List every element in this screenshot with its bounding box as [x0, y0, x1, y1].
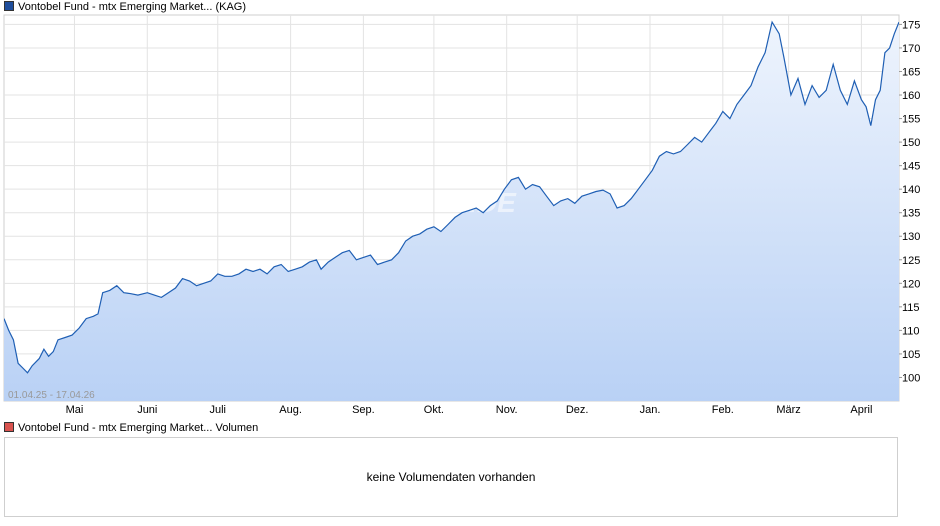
x-tick-label: Nov. — [496, 404, 518, 416]
x-tick-label: Feb. — [712, 404, 734, 416]
x-tick-label: Juni — [137, 404, 157, 416]
x-tick-label: Aug. — [279, 404, 302, 416]
x-tick-label: Dez. — [566, 404, 589, 416]
x-tick-label: Jan. — [640, 404, 661, 416]
y-tick-label: 145 — [902, 161, 920, 173]
y-tick-label: 165 — [902, 66, 920, 78]
y-tick-label: 140 — [902, 184, 920, 196]
y-tick-label: 175 — [902, 19, 920, 31]
volume-legend-swatch — [4, 422, 14, 433]
y-tick-label: 170 — [902, 43, 920, 55]
price-area-fill — [4, 22, 899, 401]
x-tick-label: Mai — [66, 404, 84, 416]
y-tick-label: 125 — [902, 255, 920, 267]
price-legend-swatch — [4, 1, 14, 12]
no-volume-message: keine Volumendaten vorhanden — [366, 470, 536, 484]
x-tick-label: März — [776, 404, 800, 416]
date-range-label: 01.04.25 - 17.04.26 — [8, 390, 95, 401]
watermark-text: ARIVA.DE — [383, 187, 517, 218]
y-tick-label: 100 — [902, 372, 920, 384]
y-tick-label: 135 — [902, 208, 920, 220]
y-tick-label: 160 — [902, 90, 920, 102]
y-axis-tick-labels: 100 105 110 115 120 125 130 135 140 145 150 155 160 1… — [902, 19, 920, 384]
x-tick-label: April — [850, 404, 872, 416]
x-tick-label: Okt. — [424, 404, 444, 416]
volume-legend: Vontobel Fund - mtx Emerging Market... V… — [4, 421, 258, 435]
y-tick-label: 155 — [902, 114, 920, 126]
x-tick-label: Juli — [210, 404, 227, 416]
y-tick-label: 115 — [902, 302, 920, 314]
volume-legend-label: Vontobel Fund - mtx Emerging Market... V… — [18, 422, 259, 434]
y-tick-label: 110 — [902, 325, 920, 337]
x-tick-label: Sep. — [352, 404, 375, 416]
price-legend-label: Vontobel Fund - mtx Emerging Market... (… — [18, 1, 247, 13]
y-tick-label: 105 — [902, 349, 920, 361]
y-tick-label: 150 — [902, 137, 920, 149]
y-tick-label: 120 — [902, 278, 920, 290]
price-series-line — [4, 20, 899, 374]
y-tick-label: 130 — [902, 231, 920, 243]
price-legend: Vontobel Fund - mtx Emerging Market... (… — [4, 0, 246, 14]
price-chart: ARIVA.DE 1001051101151201251301351401451… — [3, 14, 920, 416]
x-axis-tick-labels: Mai Juni Juli Aug. Sep. Okt. Nov. Dez. Jan. Feb. M… — [66, 404, 873, 416]
volume-panel: keine Volumendaten vorhanden — [4, 437, 898, 517]
